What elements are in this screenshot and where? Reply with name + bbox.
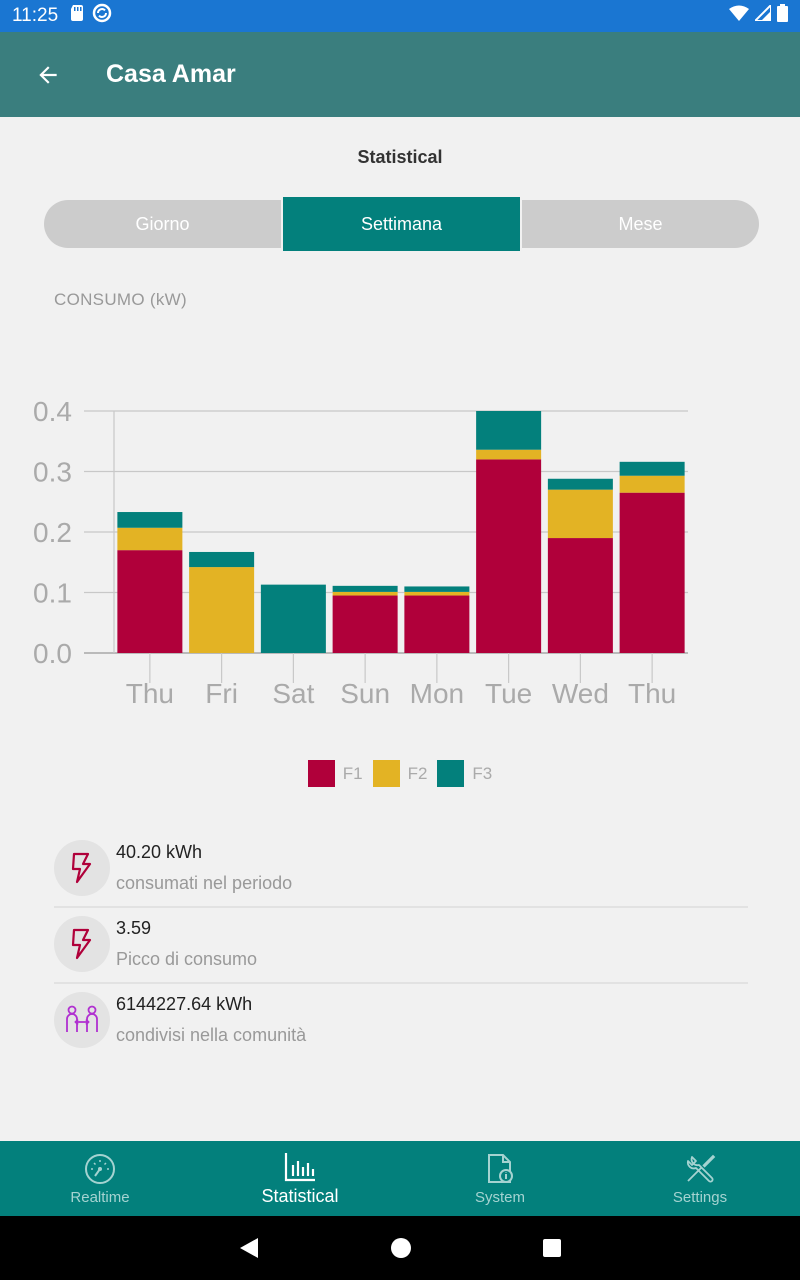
- nav-statistical[interactable]: Statistical: [200, 1141, 400, 1216]
- signal-icon: [752, 2, 772, 27]
- bar-segment-f2: [404, 591, 470, 596]
- y-tick-label: 0.2: [33, 517, 72, 548]
- triangle-back-icon: [240, 1238, 258, 1258]
- status-bar: 11:25: [0, 0, 800, 32]
- legend-label-f1: F1: [342, 763, 363, 783]
- bar-segment-f3: [332, 585, 398, 592]
- bar-chart-icon: [284, 1152, 315, 1181]
- battery-icon: [777, 4, 788, 28]
- sync-icon: [92, 3, 112, 29]
- chart-y-label: CONSUMO (kW): [54, 290, 187, 309]
- legend-item-f2: F2: [372, 760, 428, 787]
- bar-segment-f3: [189, 551, 255, 568]
- stat-shared-desc: condivisi nella comunità: [116, 1025, 307, 1045]
- bar-segment-f1: [404, 595, 470, 653]
- legend-swatch-f2: [372, 760, 400, 787]
- tools-icon: [686, 1154, 716, 1182]
- bar-segment-f3: [619, 461, 685, 476]
- section-title: Statistical: [357, 147, 443, 167]
- stat-consumed-value: 40.20 kWh: [116, 842, 203, 862]
- gauge-icon: [85, 1153, 115, 1184]
- x-tick-label: Tue: [485, 678, 532, 709]
- arrow-left-icon: [39, 65, 57, 84]
- stats-list: 40.20 kWh consumati nel periodo 3.59 Pic…: [54, 832, 748, 1060]
- y-tick-label: 0.1: [33, 578, 72, 609]
- circle-home-icon: [391, 1238, 411, 1258]
- legend-item-f1: F1: [307, 760, 363, 787]
- square-recents-icon: [543, 1239, 561, 1257]
- x-tick-label: Sun: [340, 678, 390, 709]
- system-nav-bar: [0, 1216, 800, 1280]
- y-tick-label: 0.4: [33, 396, 72, 427]
- stat-icon-circle: [54, 840, 110, 896]
- bar-segment-f3: [117, 512, 183, 528]
- nav-settings-label: Settings: [672, 1188, 728, 1206]
- bar-segment-f3: [404, 586, 470, 592]
- legend-label-f3: F3: [472, 763, 493, 783]
- nav-system[interactable]: System: [400, 1141, 600, 1216]
- back-button[interactable]: [18, 45, 78, 105]
- document-info-icon: [488, 1153, 513, 1183]
- chart-legend: F1 F2 F3: [0, 760, 800, 787]
- bar-segment-f3: [547, 478, 613, 490]
- legend-item-f3: F3: [437, 760, 492, 787]
- x-tick-label: Fri: [205, 678, 238, 709]
- y-tick-label: 0.0: [33, 638, 72, 669]
- status-time: 11:25: [12, 5, 59, 26]
- bar-segment-f2: [332, 591, 398, 596]
- nav-statistical-label: Statistical: [261, 1185, 339, 1206]
- period-selector: Giorno Settimana Mese: [44, 197, 759, 251]
- bar-segment-f1: [547, 538, 613, 653]
- bar-segment-f2: [619, 475, 685, 493]
- bottom-nav: Realtime Statistical System Settings: [0, 1141, 800, 1216]
- segment-giorno[interactable]: Giorno: [44, 200, 281, 248]
- legend-swatch-f3: [437, 760, 465, 787]
- app-bar: Casa Amar: [0, 32, 800, 117]
- stat-peak: 3.59 Picco di consumo: [54, 908, 748, 984]
- bar-segment-f2: [476, 449, 542, 460]
- x-tick-label: Mon: [410, 678, 464, 709]
- bar-segment-f1: [476, 459, 542, 653]
- stat-consumed: 40.20 kWh consumati nel periodo: [54, 832, 748, 908]
- lightning-icon: [71, 928, 92, 960]
- bar-segment-f1: [117, 550, 183, 653]
- stat-peak-desc: Picco di consumo: [116, 949, 258, 969]
- stat-peak-value: 3.59: [116, 918, 152, 938]
- wifi-icon: [729, 5, 749, 27]
- stat-icon-circle: [54, 992, 110, 1048]
- stat-consumed-desc: consumati nel periodo: [116, 873, 293, 893]
- x-tick-label: Thu: [628, 678, 676, 709]
- bar-segment-f3: [260, 584, 326, 653]
- stat-icon-circle: [54, 916, 110, 972]
- nav-realtime-label: Realtime: [70, 1188, 130, 1206]
- bar-segment-f2: [189, 567, 255, 653]
- lightning-icon: [71, 852, 92, 884]
- segment-settimana[interactable]: Settimana: [283, 197, 520, 251]
- system-recents-button[interactable]: [542, 1238, 562, 1258]
- bar-segment-f2: [547, 489, 613, 539]
- consumption-chart: 0.0 0.1 0.2 0.3 0.4 Thu Fri Sat Sun Mon Tue Wed Thu: [33, 396, 688, 709]
- legend-swatch-f1: [307, 760, 335, 787]
- x-tick-label: Thu: [126, 678, 174, 709]
- bar-segment-f1: [332, 595, 398, 653]
- x-tick-label: Sat: [272, 678, 314, 709]
- system-home-button[interactable]: [390, 1237, 412, 1259]
- bar-segment-f1: [619, 492, 685, 653]
- y-tick-label: 0.3: [33, 457, 72, 488]
- nav-realtime[interactable]: Realtime: [0, 1141, 200, 1216]
- nav-system-label: System: [474, 1188, 525, 1206]
- page-title: Casa Amar: [106, 60, 236, 88]
- x-tick-label: Wed: [552, 678, 609, 709]
- system-back-button[interactable]: [238, 1236, 260, 1260]
- sd-card-icon: [70, 4, 84, 28]
- bar-segment-f2: [117, 527, 183, 551]
- bar-segment-f3: [476, 411, 542, 450]
- segment-mese[interactable]: Mese: [522, 200, 759, 248]
- stat-shared: 6144227.64 kWh condivisi nella comunità: [54, 984, 748, 1060]
- community-share-icon: [66, 1005, 98, 1032]
- nav-settings[interactable]: Settings: [600, 1141, 800, 1216]
- legend-label-f2: F2: [407, 763, 428, 783]
- stat-shared-value: 6144227.64 kWh: [116, 994, 253, 1014]
